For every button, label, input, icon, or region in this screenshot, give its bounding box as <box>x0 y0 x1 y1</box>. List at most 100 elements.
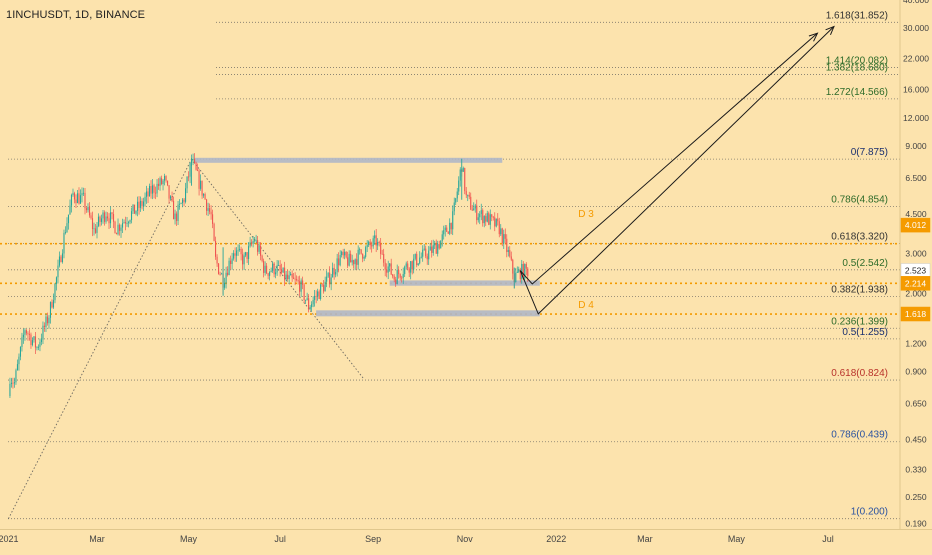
candle-body <box>498 221 500 235</box>
candle-body <box>480 210 482 214</box>
candle-body <box>150 185 152 194</box>
candle-body <box>380 243 382 254</box>
candle-body <box>306 298 308 300</box>
projection-arrowhead <box>825 25 835 36</box>
candle-body <box>21 337 23 347</box>
price-tag-label: 4.012 <box>905 220 927 230</box>
candle-body <box>88 207 91 216</box>
candle-body <box>482 210 484 224</box>
candle-body <box>525 264 527 269</box>
candle-body <box>266 265 268 274</box>
candle-body <box>115 233 118 235</box>
candle-body <box>305 299 307 301</box>
candle-body <box>174 213 176 220</box>
candle-body <box>252 241 254 244</box>
candle-body <box>485 216 487 222</box>
candle-body <box>260 245 262 256</box>
candle-body <box>429 246 431 251</box>
candle-body <box>338 258 340 266</box>
time-axis-label: May <box>180 534 198 544</box>
fib-level-label: 0.786(0.439) <box>831 430 888 441</box>
candle-body <box>423 248 425 250</box>
candle-body <box>22 334 25 338</box>
candle-body <box>282 267 284 273</box>
highlight-zone <box>389 280 540 286</box>
price-tag-label: 2.523 <box>905 266 927 276</box>
candle-body <box>417 263 419 265</box>
candle-body <box>318 291 320 299</box>
candle-body <box>186 176 188 189</box>
candle-body <box>249 242 251 247</box>
candle-body <box>506 238 508 252</box>
candle-body <box>428 250 430 260</box>
candle-body <box>173 200 175 220</box>
candle-body <box>456 191 458 199</box>
candle-body <box>351 260 353 263</box>
candle-body <box>486 213 488 222</box>
candle-body <box>471 209 473 211</box>
candle-body <box>218 263 220 275</box>
candle-body <box>228 260 230 276</box>
candle-body <box>467 194 469 196</box>
candle-body <box>180 203 182 204</box>
candle-body <box>43 325 46 327</box>
candle-body <box>108 218 110 224</box>
fib-diagonals <box>8 158 365 519</box>
candle-body <box>524 264 526 279</box>
candle-body <box>317 291 319 297</box>
candle-body <box>510 256 512 260</box>
fib-level-lines <box>8 21 900 520</box>
candle-body <box>324 281 326 292</box>
candle-body <box>93 228 95 230</box>
candle-body <box>182 199 184 204</box>
candle-body <box>100 218 103 222</box>
candle-body <box>230 260 232 264</box>
candle-body <box>194 158 196 163</box>
candle-body <box>272 263 274 271</box>
fib-level-label: 1.414(20.082) <box>826 55 888 66</box>
candle-body <box>287 274 289 280</box>
candle-body <box>278 265 280 266</box>
candle-body <box>518 269 520 272</box>
candle-body <box>425 248 427 257</box>
candle-body <box>156 183 158 194</box>
candle-body <box>117 224 119 235</box>
candle-body <box>213 223 215 241</box>
candle-body <box>279 265 281 271</box>
candle-body <box>183 199 185 202</box>
candle-body <box>327 272 329 277</box>
candle-body <box>341 251 343 256</box>
candle-body <box>251 242 253 244</box>
candle-body <box>342 251 344 256</box>
candle-body <box>261 255 263 261</box>
candle-body <box>197 169 199 171</box>
candle-body <box>120 227 122 231</box>
candle-body <box>19 346 22 357</box>
candle-body <box>446 227 448 232</box>
candle-body <box>33 336 35 341</box>
candle-body <box>494 217 496 227</box>
candle-body <box>121 223 124 228</box>
candle-body <box>254 240 256 242</box>
time-axis-label: Jul <box>822 534 834 544</box>
candle-body <box>464 167 466 192</box>
candle-body <box>326 276 328 282</box>
candle-body <box>420 256 422 258</box>
candle-body <box>344 251 346 256</box>
candle-body <box>297 280 299 282</box>
candle-body <box>431 246 433 253</box>
candle-body <box>402 274 404 278</box>
candle-body <box>333 267 335 275</box>
candle-body <box>46 316 49 324</box>
candle-body <box>495 218 497 227</box>
fib-level-label: 1.618(31.852) <box>826 10 888 21</box>
price-axis-label: 40.000 <box>903 0 929 5</box>
fib-level-label: 0.618(0.824) <box>831 368 888 379</box>
projection-arrowhead <box>808 32 819 42</box>
zone-labels: D 3 D 4 <box>578 209 594 311</box>
candle-body <box>291 273 293 278</box>
candle-body <box>470 196 472 210</box>
candle-body <box>75 199 77 204</box>
candle-body <box>386 269 388 273</box>
